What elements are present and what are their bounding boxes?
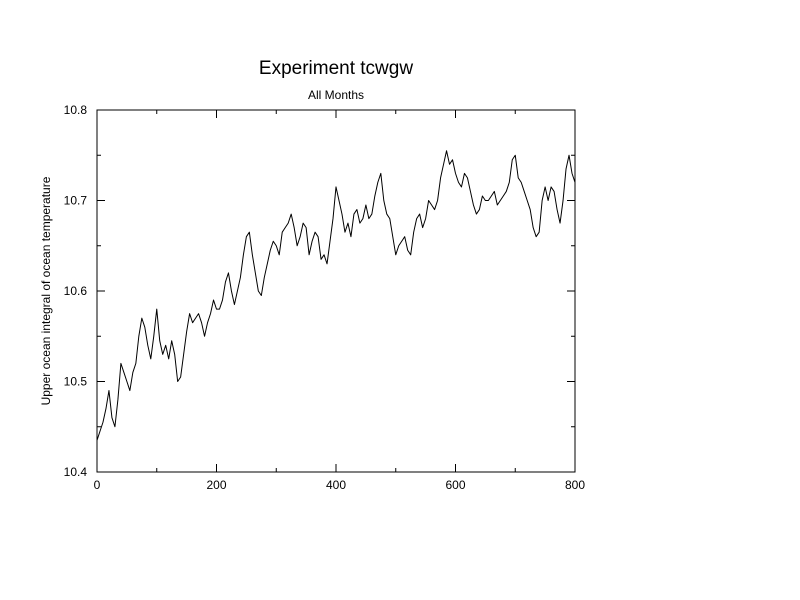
x-tick-label: 200 xyxy=(206,478,226,492)
series-line-0 xyxy=(96,150,576,441)
axis-tick-labels: 0 200 400 600 800 10.4 10.5 10.6 10.7 10.8 xyxy=(64,103,586,492)
axis-ticks xyxy=(96,109,576,473)
y-tick-label: 10.8 xyxy=(64,103,88,117)
chart-subtitle: All Months xyxy=(308,88,364,102)
series-layer xyxy=(96,150,576,441)
x-tick-label: 400 xyxy=(326,478,346,492)
x-tick-label: 0 xyxy=(94,478,101,492)
x-tick-label: 600 xyxy=(445,478,465,492)
chart-title: Experiment tcwgw xyxy=(259,58,413,79)
y-tick-label: 10.7 xyxy=(64,194,88,208)
plot-area-frame xyxy=(96,109,576,473)
y-tick-label: 10.5 xyxy=(64,375,88,389)
x-tick-label: 800 xyxy=(565,478,585,492)
y-axis-label: Upper ocean integral of ocean temperatur… xyxy=(39,176,53,405)
y-tick-label: 10.4 xyxy=(64,465,88,479)
y-tick-label: 10.6 xyxy=(64,284,88,298)
